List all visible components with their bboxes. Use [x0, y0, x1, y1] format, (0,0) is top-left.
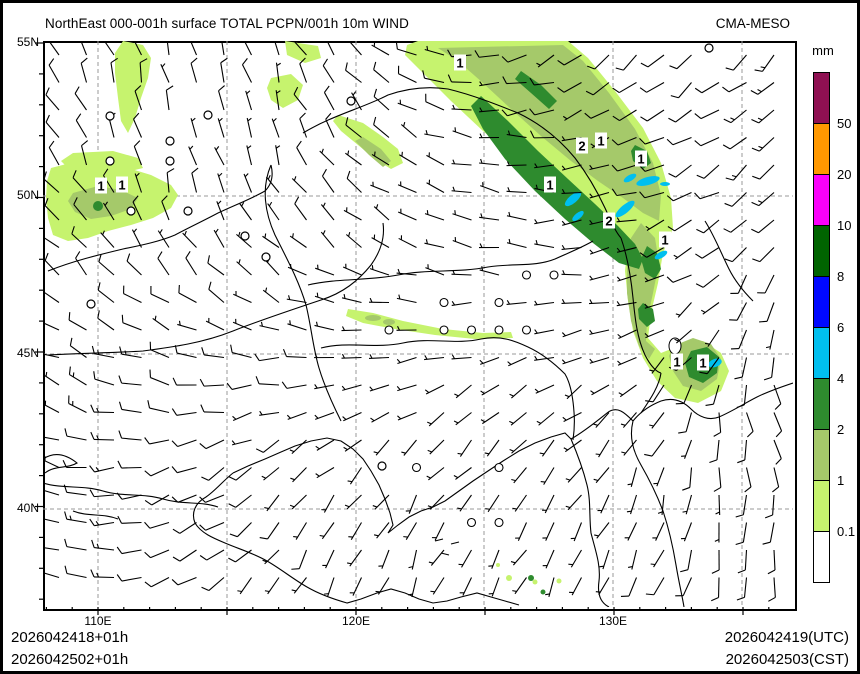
colorbar-tick-label: 50: [837, 116, 852, 131]
colorbar-tick-label: 10: [837, 218, 852, 233]
contour-label: 2: [605, 214, 612, 229]
mongolia-border: [47, 222, 385, 356]
init-time-utc: 2026042418+01h: [11, 629, 129, 646]
calm-wind-circle: [203, 110, 213, 120]
contour-label: 1: [118, 178, 125, 193]
ussuri-to-coast: [640, 372, 662, 414]
colorbar-segment: [813, 123, 830, 175]
colorbar-tick-label: 0.1: [837, 524, 856, 539]
lon-label: 120E: [341, 614, 371, 628]
nk-border: [570, 409, 634, 440]
lat-label: 50N: [16, 188, 39, 202]
colorbar-segment: [813, 276, 830, 328]
korea-east-coast: [630, 420, 685, 607]
hebei-lines-1: [43, 454, 78, 474]
colorbar-segment: [813, 429, 830, 481]
colorbar-segment: [813, 174, 830, 226]
init-time-cst: 2026042502+01h: [11, 651, 129, 668]
calm-wind-circle: [240, 231, 250, 241]
contour-label: 1: [456, 56, 463, 71]
colorbar-segment: [813, 327, 830, 379]
strait-islands: [434, 538, 460, 556]
calm-wind-circle: [165, 136, 175, 146]
contour-label: 1: [97, 179, 104, 194]
chart-title: NorthEast 000-001h surface TOTAL PCPN/00…: [45, 16, 410, 31]
colorbar-tick-label: 4: [837, 371, 845, 386]
heilongjiang-jilin-boundary: [307, 240, 594, 286]
liaodong-coast: [232, 432, 572, 534]
calm-wind-circle: [165, 156, 175, 166]
colorbar-segment: [813, 480, 830, 532]
contour-label: 1: [673, 355, 680, 370]
colorbar-tick-label: 6: [837, 320, 845, 335]
valid-time-utc: 2026042419(UTC): [724, 629, 849, 646]
calm-wind-circle: [183, 206, 193, 216]
calm-wind-circle: [261, 252, 271, 262]
colorbar: [813, 72, 830, 583]
primorye-coast: [632, 382, 793, 422]
hebei-lines-2: [43, 482, 219, 508]
lat-label: 45N: [16, 346, 39, 360]
contour-label: 1: [597, 134, 604, 149]
colorbar-tick-label: 1: [837, 473, 845, 488]
colorbar-segment: [813, 531, 830, 583]
lat-label: 55N: [16, 35, 39, 49]
colorbar-segment: [813, 72, 830, 124]
calm-wind-circle: [126, 206, 136, 216]
lon-label: 130E: [598, 614, 628, 628]
contour-label: 1: [699, 356, 706, 371]
colorbar-segment: [813, 378, 830, 430]
northwest-border: [47, 164, 273, 272]
calm-wind-circle: [105, 156, 115, 166]
colorbar-tick-label: 8: [837, 269, 845, 284]
ussuri-border: [620, 237, 662, 374]
colorbar-segment: [813, 225, 830, 277]
contour-label: 1: [661, 233, 668, 248]
lat-label: 40N: [16, 501, 39, 515]
contour-label: 1: [637, 152, 644, 167]
colorbar-tick-label: 2: [837, 422, 845, 437]
lon-label: 110E: [84, 614, 112, 628]
calm-wind-circle: [704, 43, 714, 53]
valid-time-cst: 2026042503(CST): [725, 651, 849, 668]
model-label: CMA-MESO: [715, 16, 790, 31]
colorbar-unit: mm: [812, 43, 834, 58]
jilin-liaoning-yalu: [320, 337, 575, 441]
inner-mongolia-boundary: [264, 164, 342, 422]
calm-wind-circle: [105, 111, 115, 121]
colorbar-tick-label: 20: [837, 167, 852, 182]
contour-label: 1: [546, 178, 553, 193]
calm-wind-circle: [377, 461, 387, 471]
korea-west-coast: [570, 438, 610, 607]
calm-wind-circle: [346, 96, 356, 106]
river-northeast: [704, 220, 754, 302]
hebei-lines-3: [72, 510, 119, 520]
calm-wind-circle: [86, 299, 96, 309]
contour-label: 2: [578, 139, 585, 154]
